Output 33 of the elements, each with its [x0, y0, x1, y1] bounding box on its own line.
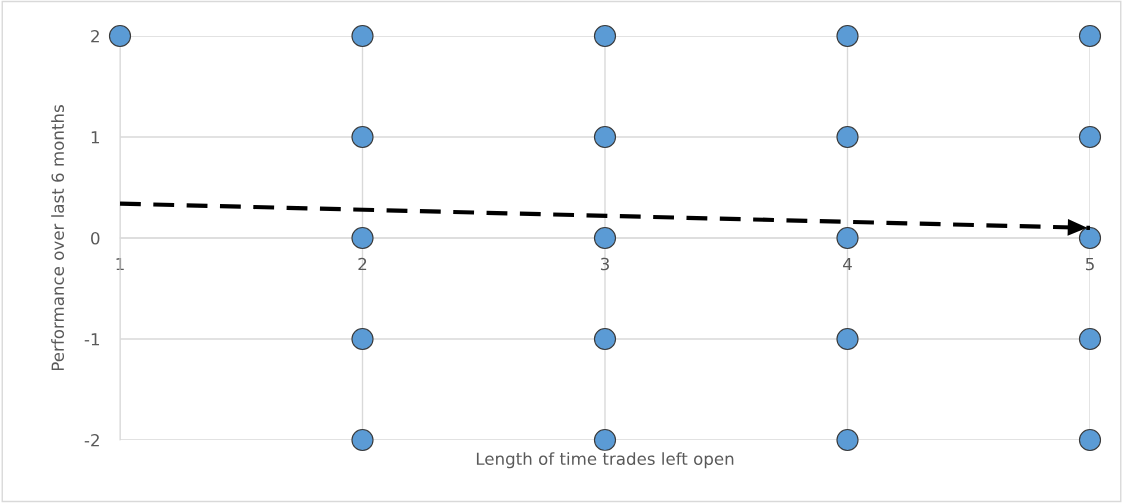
- x-tick-label: 3: [600, 257, 609, 271]
- point: [836, 226, 859, 250]
- y-tick-label: 0: [91, 231, 100, 245]
- point: [593, 24, 617, 48]
- y-axis-title: Performance over last 6 months: [51, 105, 65, 371]
- point: [593, 226, 617, 250]
- y-tick-label: -1: [84, 333, 100, 346]
- point: [836, 428, 859, 452]
- point: [351, 125, 374, 149]
- point: [836, 125, 859, 149]
- point: [836, 327, 859, 351]
- point: [836, 24, 859, 48]
- point: [1078, 327, 1102, 351]
- point: [1078, 24, 1102, 48]
- point: [593, 327, 617, 351]
- point: [1078, 125, 1102, 149]
- x-tick-label: 4: [843, 257, 852, 271]
- point: [593, 125, 617, 149]
- x-axis-title: Length of time trades left open: [476, 452, 734, 469]
- y-tick-label: 1: [91, 131, 100, 144]
- x-tick-label: 5: [1085, 257, 1094, 271]
- point: [108, 24, 132, 48]
- point: [1078, 226, 1102, 250]
- point: [351, 327, 374, 351]
- point: [351, 226, 374, 250]
- point: [1078, 428, 1102, 452]
- point: [593, 428, 617, 452]
- point: [351, 428, 374, 452]
- y-tick-label: -2: [84, 433, 99, 447]
- x-tick-label: 2: [358, 257, 367, 271]
- x-tick-label: 1: [116, 257, 124, 271]
- point: [351, 24, 374, 48]
- y-tick-label: 2: [91, 29, 99, 43]
